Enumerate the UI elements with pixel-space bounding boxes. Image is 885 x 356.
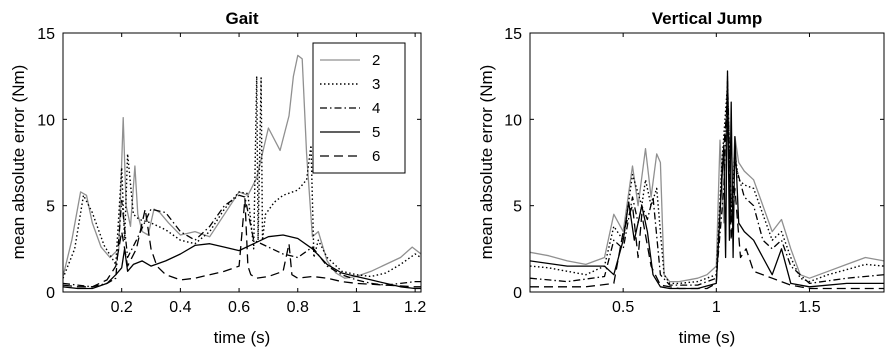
gait-xtick-label: 0.8 (287, 299, 309, 316)
legend-label-5: 5 (372, 124, 380, 141)
legend: 2 3 4 5 6 (312, 42, 406, 174)
jump-xtick-label: 1 (712, 299, 721, 316)
gait-xtick-label: 0.6 (228, 299, 250, 316)
gait-ylabel: mean absolute error (Nm) (9, 65, 28, 260)
jump-plot-area (530, 33, 885, 292)
gait-series-6-line (63, 198, 421, 288)
jump-xlabel: time (s) (679, 328, 736, 347)
jump-axes-box (529, 32, 885, 293)
gait-series-5-line (63, 234, 421, 290)
jump-xtick-label: 1.5 (798, 299, 820, 316)
gait-series-2-line (63, 54, 421, 279)
gait-series-lines (63, 54, 421, 290)
jump-ytick-label: 15 (504, 26, 522, 43)
gait-ytick-label: 5 (46, 199, 55, 216)
jump-series-5-line (530, 70, 884, 290)
gait-ytick-label: 10 (37, 112, 55, 129)
jump-xtick-label: 0.5 (612, 299, 634, 316)
gait-xtick-label: 0.2 (111, 299, 133, 316)
gait-series-4-line (63, 194, 421, 288)
legend-label-2: 2 (372, 52, 380, 69)
jump-series-lines (530, 70, 884, 290)
gait-xtick-label: 0.4 (169, 299, 191, 316)
gait-axes-box (62, 32, 422, 293)
gait-ytick-label: 15 (37, 26, 55, 43)
gait-panel: 0.2 0.4 0.6 0.8 1 1.2 0 5 10 15 Gait time (s) mea… (9, 9, 426, 347)
jump-ytick-label: 0 (513, 285, 522, 302)
jump-ylabel: mean absolute error (Nm) (477, 65, 496, 260)
jump-series-6-line (530, 101, 884, 290)
legend-label-4: 4 (372, 100, 380, 117)
gait-xtick-label: 1 (352, 299, 361, 316)
jump-ytick-label: 5 (513, 199, 522, 216)
jump-series-2-line (530, 75, 884, 283)
legend-entries: 2 3 4 5 6 (320, 52, 380, 165)
jump-ticks: 0.5 1 1.5 0 5 10 15 (504, 26, 884, 316)
gait-xlabel: time (s) (214, 328, 271, 347)
jump-ytick-label: 10 (504, 112, 522, 129)
jump-series-4-line (530, 80, 884, 286)
jump-title: Vertical Jump (652, 9, 763, 28)
gait-ytick-label: 0 (46, 285, 55, 302)
gait-title: Gait (225, 9, 258, 28)
legend-label-6: 6 (372, 148, 380, 165)
vertical-jump-panel: 0.5 1 1.5 0 5 10 15 Vertical Jump time (s) mea… (477, 9, 885, 347)
gait-ticks: 0.2 0.4 0.6 0.8 1 1.2 0 5 10 15 (37, 26, 426, 316)
legend-label-3: 3 (372, 76, 380, 93)
gait-xtick-label: 1.2 (404, 299, 426, 316)
